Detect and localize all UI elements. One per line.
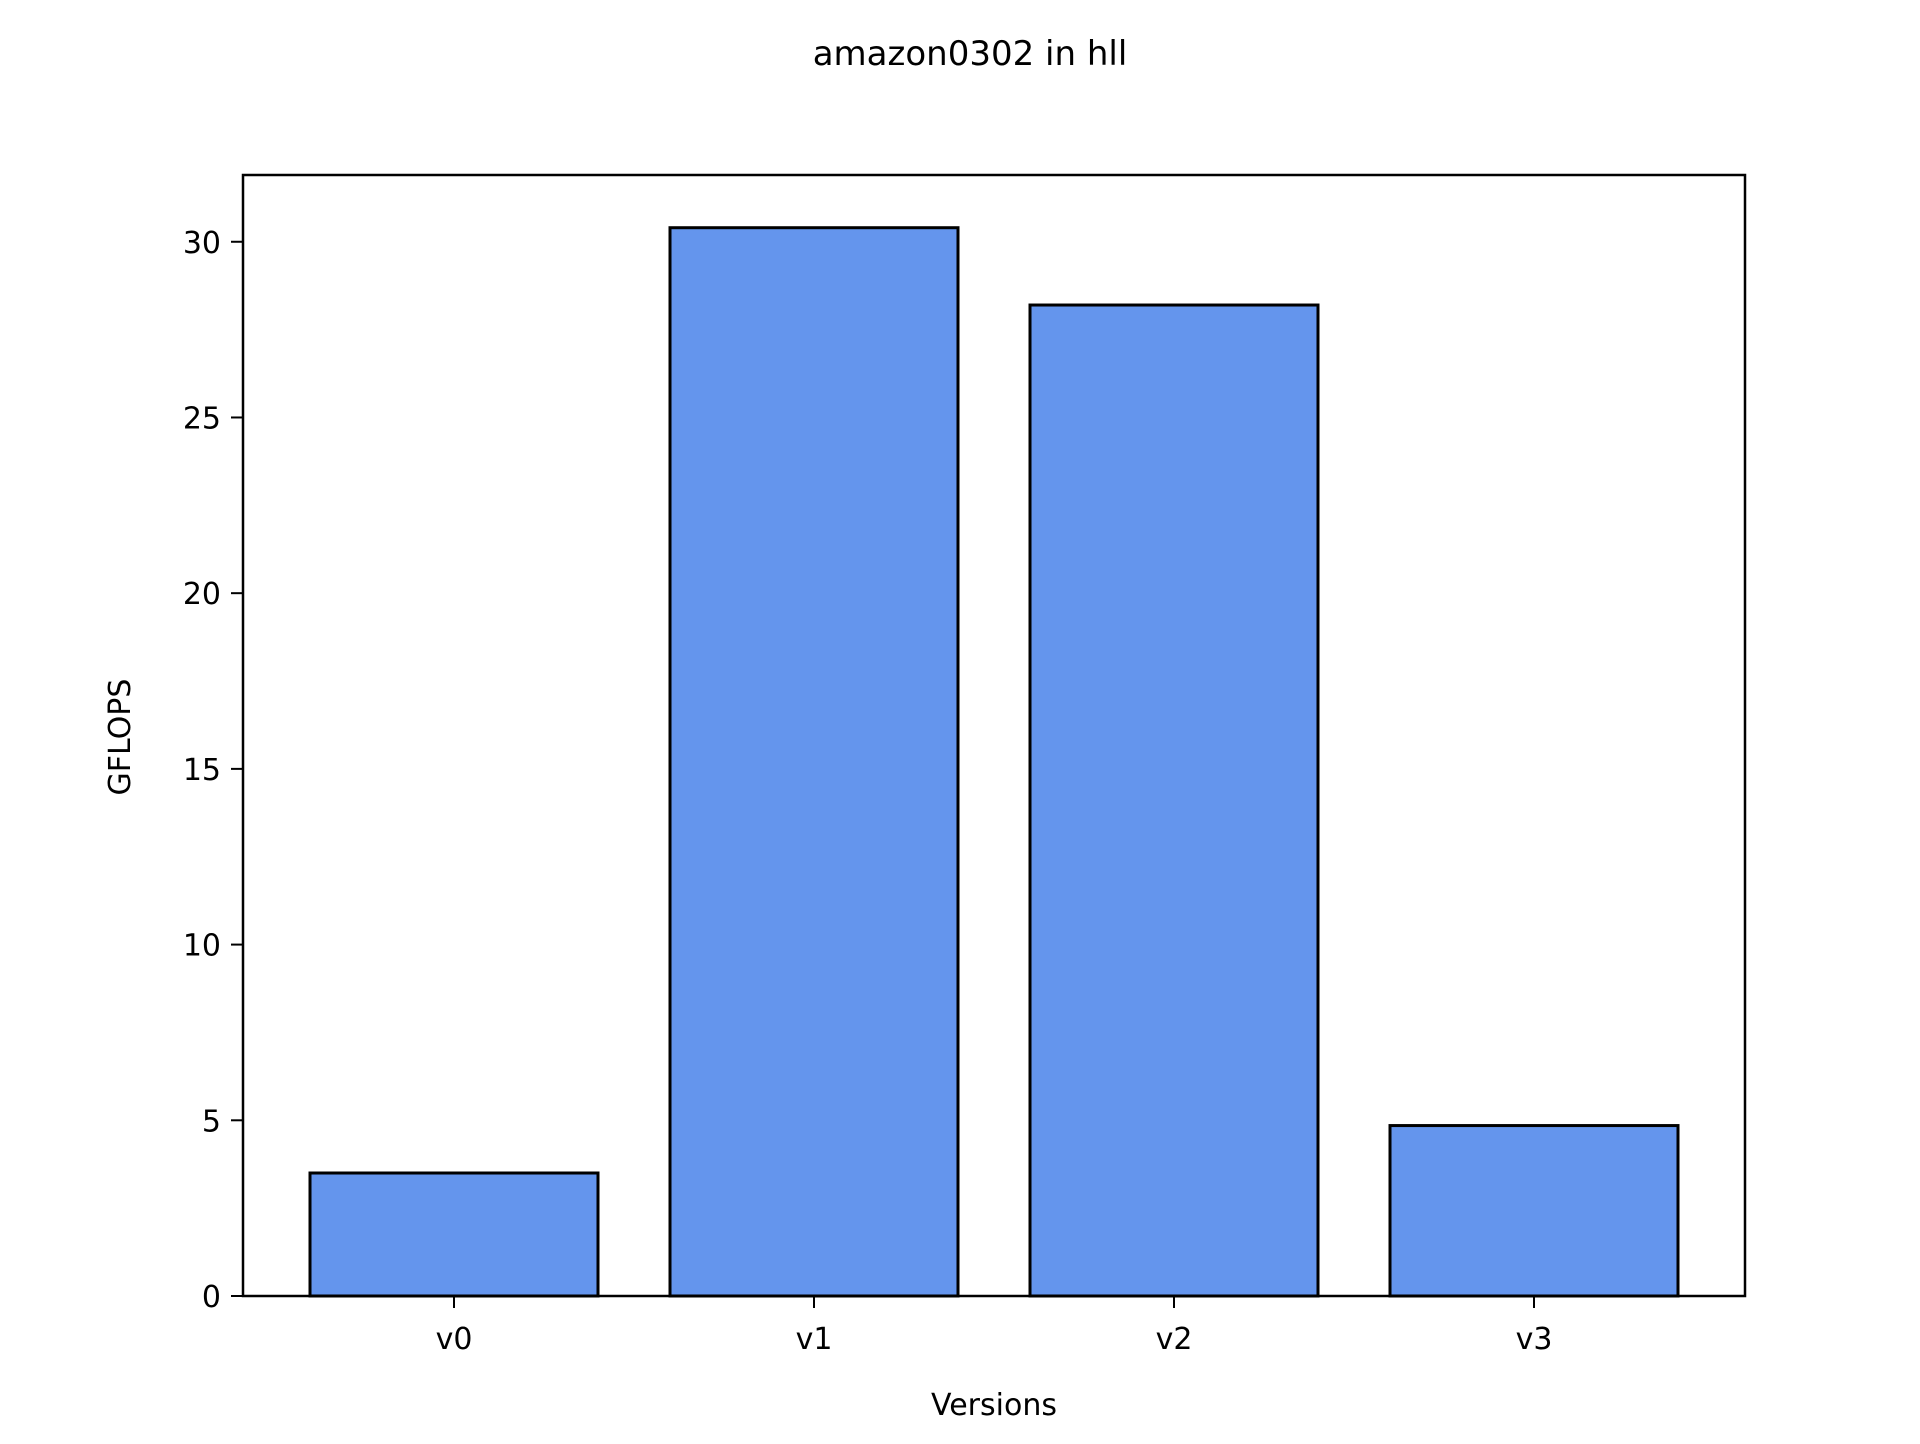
x-axis-ticks: v0 v1 v2 v3: [436, 1296, 1553, 1357]
x-tick-label: v1: [796, 1322, 833, 1357]
x-tick-label: v0: [436, 1322, 473, 1357]
y-tick-label: 20: [183, 577, 221, 612]
bar-v3: [1388, 1124, 1680, 1298]
y-axis-ticks: 0 5 10 15 20 25 30: [183, 226, 243, 1315]
y-tick-label: 15: [183, 753, 221, 788]
bar-v1: [668, 226, 960, 1298]
y-tick-label: 25: [183, 401, 221, 436]
bar-v2: [1028, 303, 1320, 1298]
bar-v0: [308, 1171, 600, 1298]
y-tick-label: 10: [183, 929, 221, 964]
y-axis-label: GFLOPS: [103, 679, 138, 796]
x-tick-label: v2: [1156, 1322, 1193, 1357]
x-axis-label: Versions: [931, 1388, 1057, 1423]
bars-group: [308, 226, 1680, 1298]
y-tick-label: 30: [183, 226, 221, 261]
plot-area-frame: [241, 173, 1747, 1298]
y-tick-label: 5: [202, 1104, 221, 1139]
y-tick-label: 0: [202, 1280, 221, 1315]
chart-title: amazon0302 in hll: [813, 34, 1128, 74]
x-tick-label: v3: [1516, 1322, 1553, 1357]
